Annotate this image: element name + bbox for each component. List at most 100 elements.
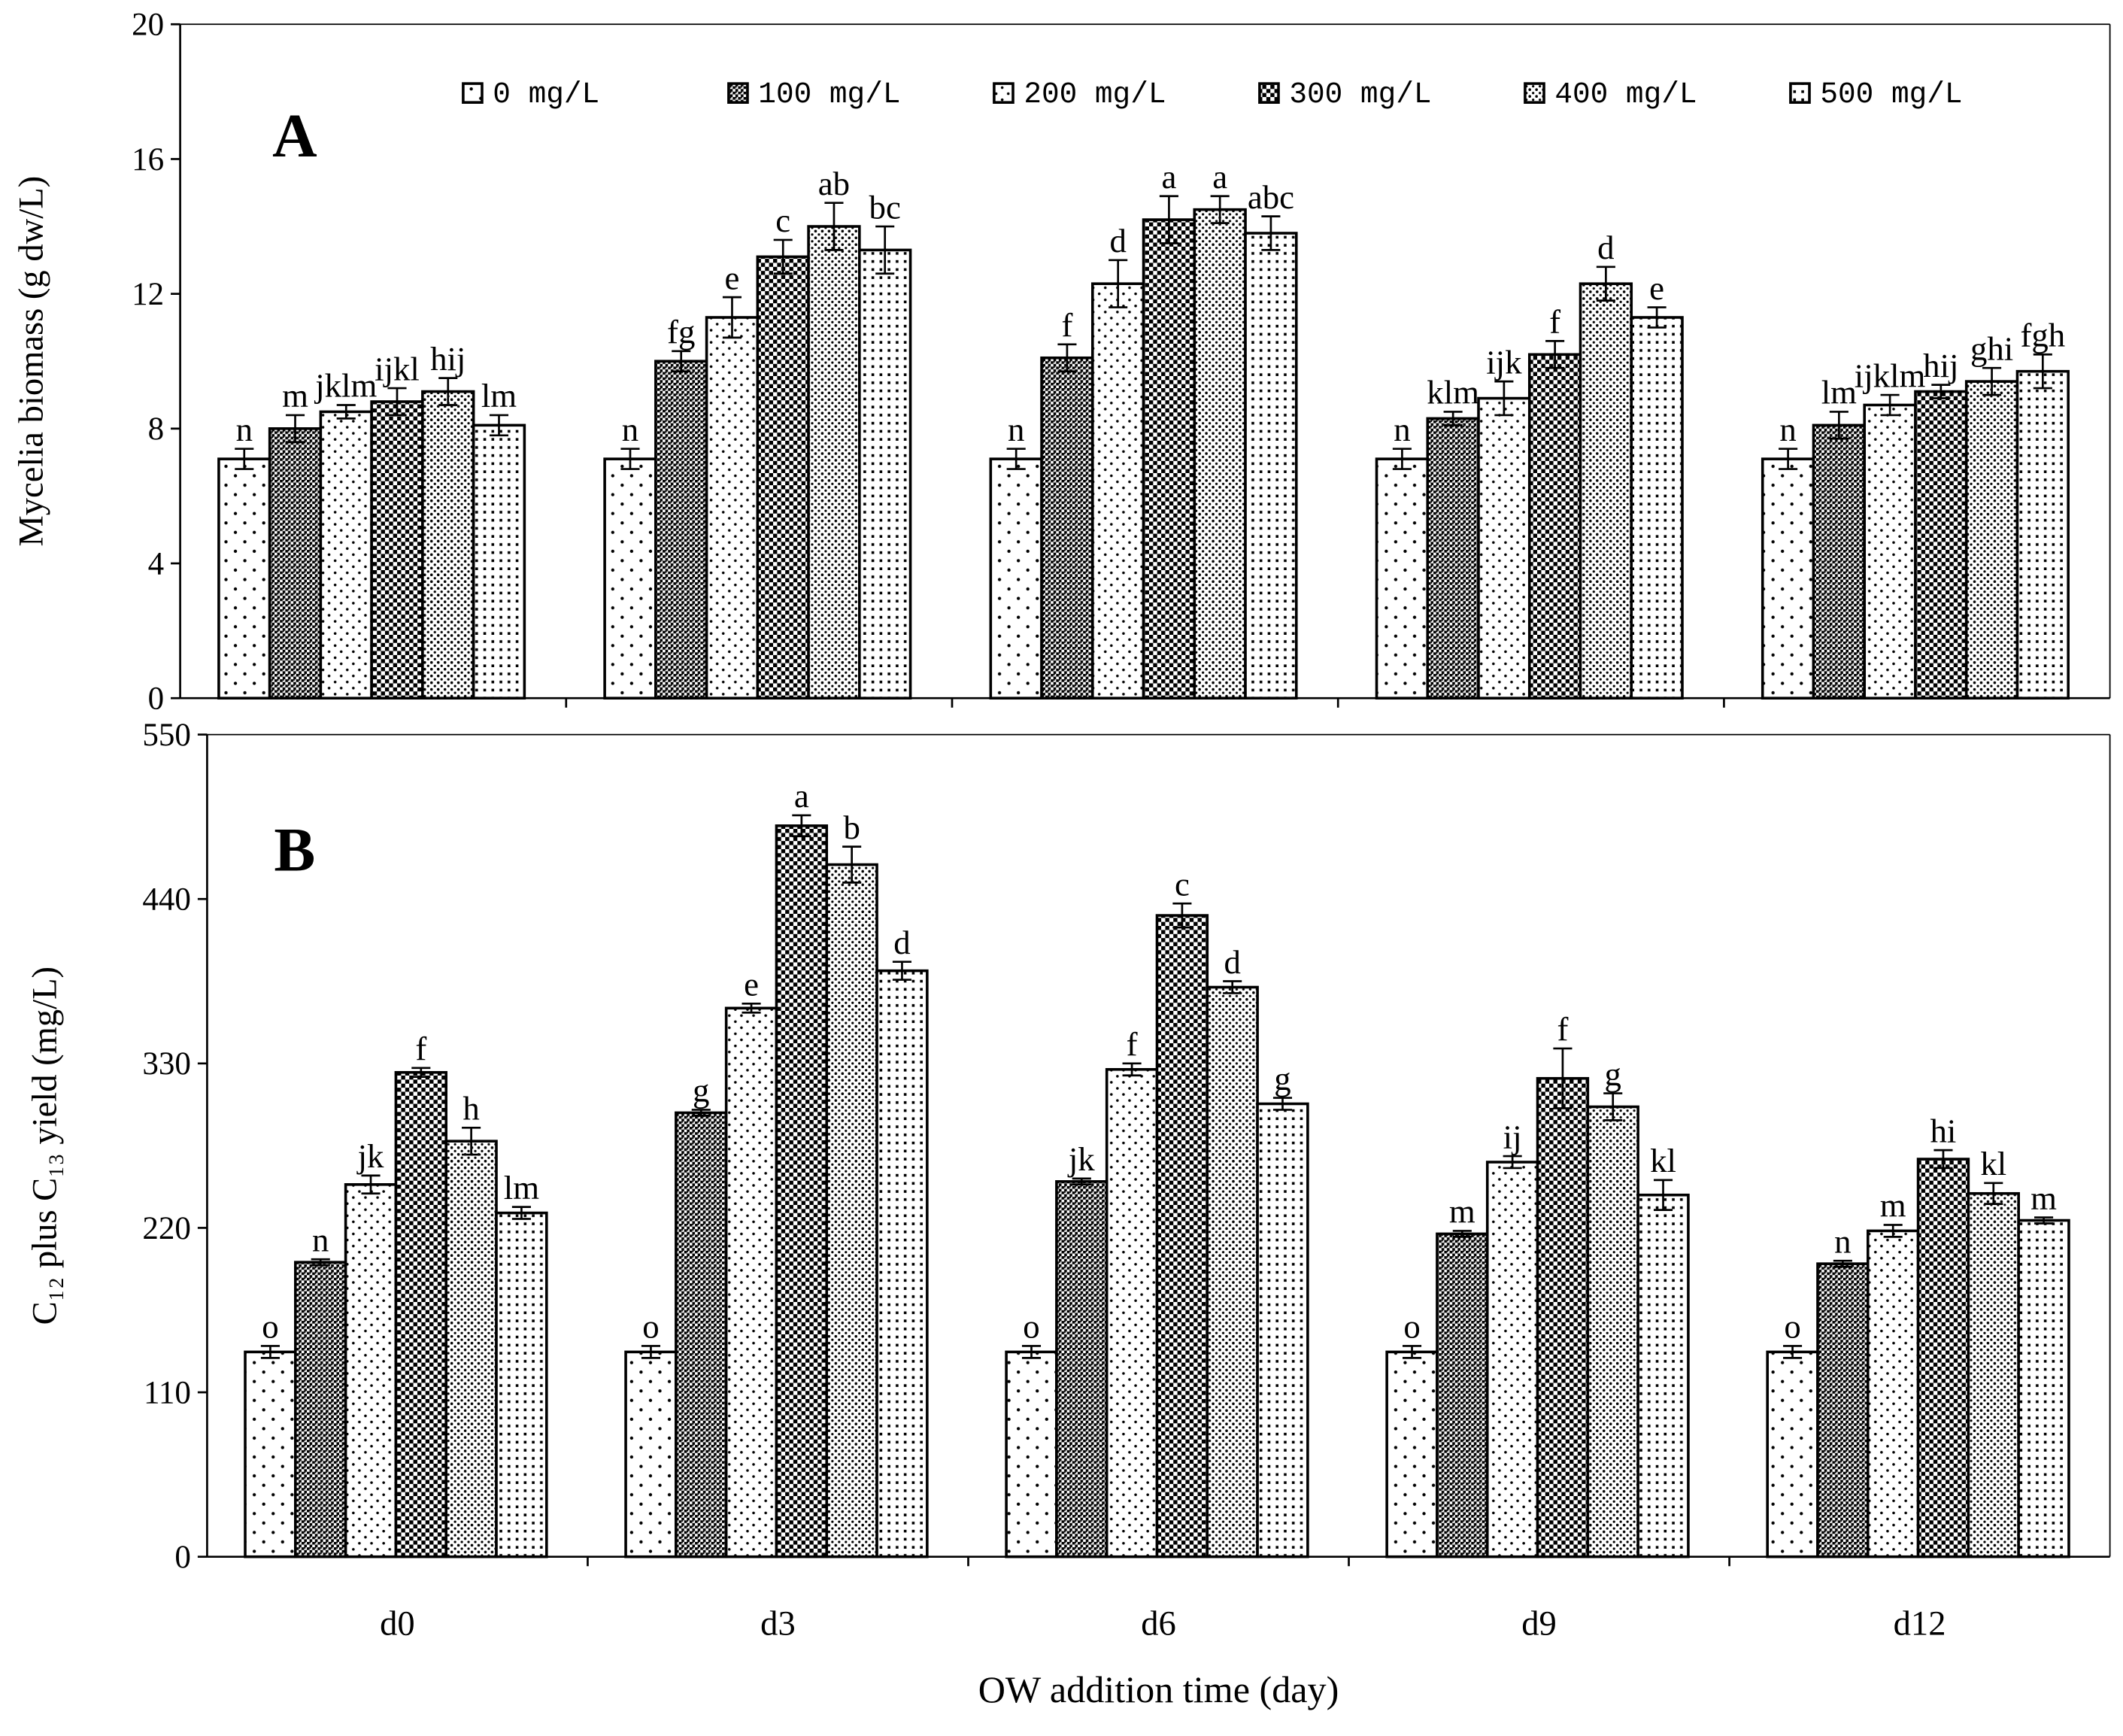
x-tick-label: d6 bbox=[1141, 1604, 1176, 1643]
significance-letter: jk bbox=[356, 1137, 384, 1175]
y-tick-label: 12 bbox=[132, 277, 164, 312]
significance-letter: d bbox=[1109, 222, 1126, 259]
bar bbox=[807, 225, 861, 700]
significance-letter: ijk bbox=[1486, 343, 1522, 381]
y-tick-label: 110 bbox=[144, 1375, 191, 1410]
y-axis-label: C₁₂ plus C₁₃ yield (mg/L) bbox=[26, 967, 65, 1325]
significance-letter: n bbox=[622, 411, 638, 448]
bar bbox=[825, 863, 878, 1558]
significance-letter: ijklm bbox=[1855, 357, 1926, 394]
y-tick-label: 0 bbox=[148, 681, 165, 717]
significance-letter: a bbox=[794, 777, 809, 815]
bar bbox=[1967, 1191, 2020, 1558]
bar bbox=[1816, 1262, 1870, 1558]
bar bbox=[1055, 1180, 1109, 1558]
bar bbox=[1040, 356, 1094, 700]
significance-letter: fgh bbox=[2020, 317, 2065, 354]
bar bbox=[705, 316, 760, 700]
bar bbox=[344, 1183, 398, 1558]
significance-letter: d bbox=[893, 924, 910, 961]
bar bbox=[1142, 218, 1196, 700]
bar bbox=[370, 400, 424, 700]
significance-letter: h bbox=[463, 1090, 479, 1127]
x-axis-label: OW addition time (day) bbox=[978, 1668, 1339, 1710]
bar bbox=[675, 1111, 728, 1558]
legend-label: 300 mg/L bbox=[1289, 77, 1431, 111]
bar bbox=[1485, 1161, 1539, 1558]
significance-letter: a bbox=[1161, 158, 1176, 196]
bar bbox=[1630, 316, 1684, 700]
panel-label: A bbox=[272, 102, 317, 170]
bar bbox=[1914, 390, 1968, 700]
significance-letter: o bbox=[642, 1308, 659, 1346]
legend-swatch bbox=[1789, 82, 1811, 104]
y-tick-label: 4 bbox=[148, 546, 165, 581]
legend-swatch bbox=[993, 82, 1014, 104]
bar bbox=[1244, 232, 1298, 700]
bar bbox=[603, 457, 657, 700]
x-tick-label: d0 bbox=[380, 1604, 415, 1643]
significance-letter: lm bbox=[1821, 374, 1857, 411]
bar bbox=[1005, 1350, 1058, 1558]
significance-letter: lm bbox=[481, 377, 517, 414]
bar bbox=[444, 1140, 498, 1558]
significance-letter: f bbox=[1061, 306, 1072, 344]
y-tick-label: 16 bbox=[132, 142, 164, 178]
bar bbox=[268, 427, 323, 700]
significance-letter: n bbox=[1779, 411, 1796, 448]
significance-letter: d bbox=[1224, 943, 1240, 981]
significance-letter: ij bbox=[1503, 1118, 1522, 1155]
legend-label: 100 mg/L bbox=[758, 77, 900, 111]
significance-letter: b bbox=[843, 809, 860, 846]
bar bbox=[1155, 914, 1209, 1558]
legend-label: 0 mg/L bbox=[493, 77, 599, 111]
significance-letter: fg bbox=[667, 313, 695, 351]
significance-letter: g bbox=[693, 1072, 709, 1109]
significance-letter: jk bbox=[1067, 1140, 1095, 1178]
significance-letter: o bbox=[1784, 1308, 1800, 1346]
legend-label: 500 mg/L bbox=[1820, 77, 1962, 111]
y-tick-label: 0 bbox=[174, 1540, 190, 1575]
bar bbox=[472, 423, 526, 700]
bar bbox=[1863, 403, 1917, 700]
significance-letter: kl bbox=[1650, 1142, 1676, 1179]
bar bbox=[1636, 1193, 1690, 1558]
significance-letter: d bbox=[1597, 229, 1614, 266]
significance-letter: hij bbox=[1923, 347, 1958, 384]
legend-swatch bbox=[1258, 82, 1280, 104]
significance-letter: n bbox=[236, 411, 253, 448]
legend-swatch bbox=[727, 82, 749, 104]
x-tick-label: d9 bbox=[1521, 1604, 1557, 1643]
bar bbox=[1536, 1076, 1590, 1558]
y-tick-label: 440 bbox=[142, 882, 191, 918]
bar bbox=[294, 1261, 347, 1558]
significance-letter: f bbox=[1549, 303, 1560, 341]
bar bbox=[1385, 1350, 1439, 1558]
y-tick-label: 220 bbox=[142, 1211, 191, 1246]
bar bbox=[1586, 1105, 1639, 1558]
significance-letter: c bbox=[1175, 865, 1190, 903]
significance-letter: m bbox=[1449, 1193, 1475, 1231]
bar bbox=[1193, 208, 1247, 700]
bar bbox=[1426, 417, 1480, 700]
significance-letter: m bbox=[2030, 1179, 2057, 1217]
bar bbox=[1766, 1350, 1819, 1558]
significance-letter: e bbox=[1649, 269, 1664, 307]
panel-label: B bbox=[274, 816, 315, 885]
bar bbox=[775, 824, 829, 1558]
significance-letter: f bbox=[1127, 1025, 1138, 1063]
significance-letter: c bbox=[775, 202, 790, 239]
significance-letter: abc bbox=[1248, 178, 1294, 216]
bar bbox=[394, 1070, 448, 1558]
y-tick-label: 8 bbox=[148, 411, 165, 447]
bar bbox=[1375, 457, 1430, 700]
significance-letter: o bbox=[1403, 1308, 1420, 1346]
y-tick-label: 20 bbox=[132, 8, 164, 43]
significance-letter: m bbox=[1880, 1187, 1906, 1225]
significance-letter: klm bbox=[1427, 374, 1479, 411]
bar bbox=[1477, 396, 1531, 700]
significance-letter: o bbox=[1023, 1308, 1039, 1346]
legend-swatch bbox=[462, 82, 484, 104]
significance-letter: bc bbox=[869, 188, 901, 226]
